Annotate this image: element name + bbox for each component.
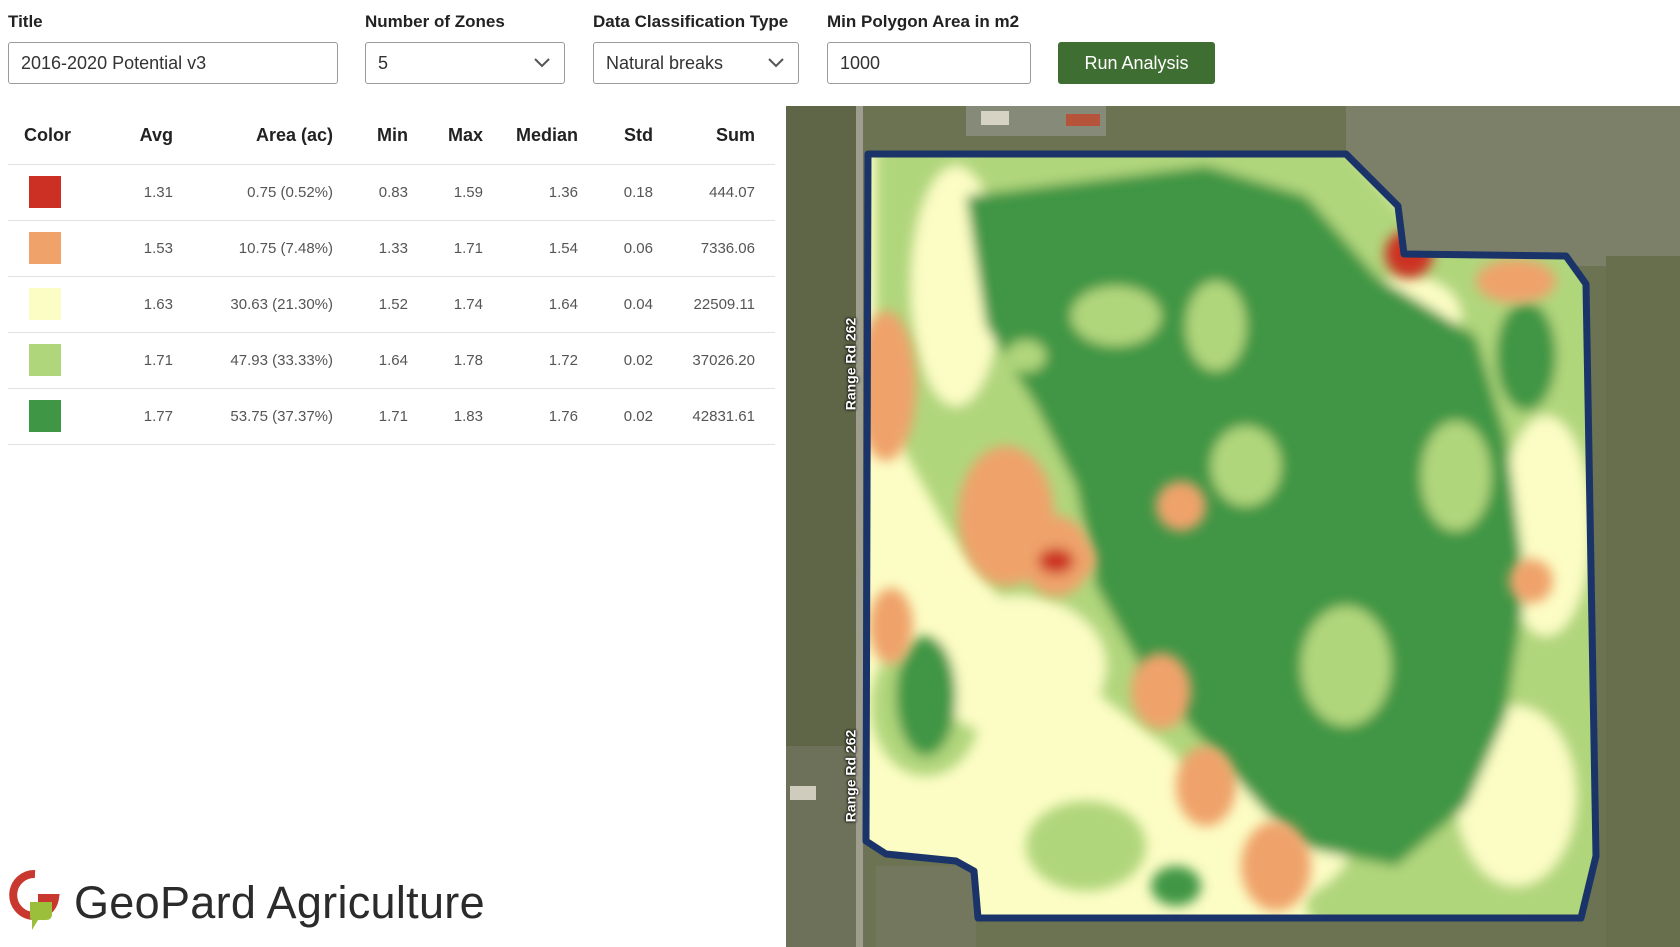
zones-select[interactable]: 5	[365, 42, 565, 84]
zone-map[interactable]: Range Rd 262 Range Rd 262	[786, 106, 1680, 947]
satellite-yard	[786, 746, 866, 947]
avg-cell: 1.31	[103, 164, 193, 221]
building	[981, 111, 1009, 125]
satellite-strip	[1606, 256, 1680, 947]
title-input-value: 2016-2020 Potential v3	[21, 52, 207, 73]
std-cell: 0.18	[598, 164, 673, 221]
zone-color-swatch	[29, 232, 61, 264]
zone-color-swatch	[29, 176, 61, 208]
median-cell: 1.36	[503, 164, 598, 221]
area-cell: 53.75 (37.37%)	[193, 388, 353, 445]
sum-cell: 444.07	[673, 164, 775, 221]
col-header-std: Std	[598, 108, 673, 165]
max-cell: 1.83	[428, 388, 503, 445]
color-cell	[8, 164, 103, 221]
col-header-color: Color	[8, 108, 103, 165]
min-cell: 1.64	[353, 332, 428, 389]
avg-cell: 1.71	[103, 332, 193, 389]
range-road	[856, 106, 863, 947]
zones-table: Color Avg Area (ac) Min Max Median Std S…	[8, 108, 775, 445]
satellite-yard	[876, 866, 976, 947]
max-cell: 1.59	[428, 164, 503, 221]
min-area-input[interactable]: 1000	[827, 42, 1031, 84]
zone-color-swatch	[29, 344, 61, 376]
std-cell: 0.02	[598, 332, 673, 389]
sum-cell: 37026.20	[673, 332, 775, 389]
zones-label: Number of Zones	[365, 12, 505, 31]
table-row[interactable]: 1.71 47.93 (33.33%) 1.64 1.78 1.72 0.02 …	[8, 332, 775, 389]
avg-cell: 1.53	[103, 220, 193, 277]
std-cell: 0.06	[598, 220, 673, 277]
field-boundary[interactable]	[862, 150, 1600, 922]
area-cell: 30.63 (21.30%)	[193, 276, 353, 333]
median-cell: 1.72	[503, 332, 598, 389]
max-cell: 1.71	[428, 220, 503, 277]
color-cell	[8, 332, 103, 389]
std-cell: 0.02	[598, 388, 673, 445]
min-area-input-value: 1000	[840, 52, 881, 73]
col-header-sum: Sum	[673, 108, 775, 165]
min-cell: 1.33	[353, 220, 428, 277]
sum-cell: 22509.11	[673, 276, 775, 333]
col-header-min: Min	[353, 108, 428, 165]
col-header-median: Median	[503, 108, 598, 165]
min-cell: 1.52	[353, 276, 428, 333]
table-row[interactable]: 1.77 53.75 (37.37%) 1.71 1.83 1.76 0.02 …	[8, 388, 775, 445]
building	[790, 786, 816, 800]
brand-name: GeoPard Agriculture	[74, 876, 485, 928]
table-row[interactable]: 1.63 30.63 (21.30%) 1.52 1.74 1.64 0.04 …	[8, 276, 775, 333]
max-cell: 1.74	[428, 276, 503, 333]
min-cell: 1.71	[353, 388, 428, 445]
classification-select[interactable]: Natural breaks	[593, 42, 799, 84]
max-cell: 1.78	[428, 332, 503, 389]
sum-cell: 42831.61	[673, 388, 775, 445]
median-cell: 1.76	[503, 388, 598, 445]
zone-map-svg[interactable]	[786, 106, 1680, 947]
zone-color-swatch	[29, 400, 61, 432]
color-cell	[8, 220, 103, 277]
std-cell: 0.04	[598, 276, 673, 333]
area-cell: 0.75 (0.52%)	[193, 164, 353, 221]
median-cell: 1.64	[503, 276, 598, 333]
run-analysis-button[interactable]: Run Analysis	[1058, 42, 1215, 84]
color-cell	[8, 388, 103, 445]
classification-select-value: Natural breaks	[606, 52, 724, 73]
col-header-max: Max	[428, 108, 503, 165]
classification-label: Data Classification Type	[593, 12, 789, 31]
table-header-row: Color Avg Area (ac) Min Max Median Std S…	[8, 108, 775, 165]
title-input[interactable]: 2016-2020 Potential v3	[8, 42, 338, 84]
road-label-upper: Range Rd 262	[842, 317, 859, 411]
zone-color-swatch	[29, 288, 61, 320]
chevron-down-icon	[766, 53, 786, 73]
field-zones	[866, 154, 1596, 918]
area-cell: 10.75 (7.48%)	[193, 220, 353, 277]
road-label-lower: Range Rd 262	[842, 729, 859, 823]
col-header-area: Area (ac)	[193, 108, 353, 165]
geopard-g-logo-icon	[8, 868, 62, 937]
color-cell	[8, 276, 103, 333]
table-row[interactable]: 1.31 0.75 (0.52%) 0.83 1.59 1.36 0.18 44…	[8, 164, 775, 221]
chevron-down-icon	[532, 53, 552, 73]
avg-cell: 1.77	[103, 388, 193, 445]
area-cell: 47.93 (33.33%)	[193, 332, 353, 389]
building	[1066, 114, 1100, 126]
min-cell: 0.83	[353, 164, 428, 221]
zones-select-value: 5	[378, 52, 389, 73]
min-area-label: Min Polygon Area in m2	[827, 12, 1020, 31]
table-row[interactable]: 1.53 10.75 (7.48%) 1.33 1.71 1.54 0.06 7…	[8, 220, 775, 277]
avg-cell: 1.63	[103, 276, 193, 333]
sum-cell: 7336.06	[673, 220, 775, 277]
brand-logo: GeoPard Agriculture	[8, 868, 485, 937]
col-header-avg: Avg	[103, 108, 193, 165]
title-label: Title	[8, 12, 43, 31]
median-cell: 1.54	[503, 220, 598, 277]
